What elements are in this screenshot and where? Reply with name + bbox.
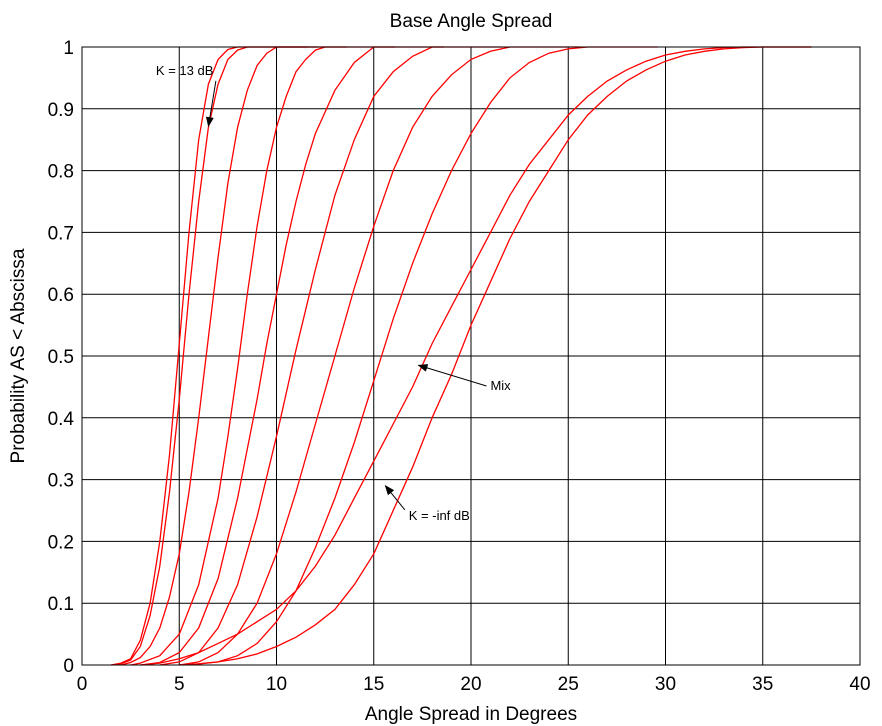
cdf-curve-8: [188, 46, 658, 666]
cdf-curve-9: [140, 46, 812, 666]
y-tick-label: 0: [63, 656, 74, 677]
cdf-curve-1: [111, 46, 308, 666]
y-tick-label: 0.5: [48, 347, 74, 368]
y-tick-label: 0.4: [48, 409, 75, 430]
y-tick-labels: 0 0.1 0.2 0.3 0.4 0.5 0.6 0.7 0.8 0.9 1: [48, 38, 75, 677]
annotation-arrow: [384, 485, 406, 511]
plot-frame: [81, 46, 861, 666]
annotation-arrow: [417, 364, 487, 387]
series-curves: [111, 46, 812, 666]
y-tick-label: 0.3: [48, 471, 74, 492]
x-axis-label: Angle Spread in Degrees: [365, 704, 577, 725]
x-tick-label: 10: [266, 674, 287, 695]
y-tick-label: 0.7: [48, 223, 74, 244]
y-tick-label: 0.6: [48, 285, 74, 306]
cdf-curve-3: [120, 46, 347, 666]
x-tick-label: 40: [849, 674, 870, 695]
annotation-label: Mix: [490, 378, 511, 393]
annotation-label: K = 13 dB: [156, 63, 213, 78]
x-tick-label: 0: [77, 674, 88, 695]
cdf-curve-6: [159, 46, 503, 666]
annotations: K = 13 dB Mix K = -inf dB: [156, 63, 511, 523]
y-tick-label: 1: [63, 38, 74, 59]
y-tick-label: 0.9: [48, 100, 74, 121]
x-tick-label: 25: [558, 674, 579, 695]
x-tick-label: 35: [752, 674, 773, 695]
cdf-curve-2: [111, 46, 318, 666]
cdf-curve-4: [130, 46, 396, 666]
x-tick-labels: 0 5 10 15 20 25 30 35 40: [77, 674, 871, 695]
cdf-curve-10: [179, 46, 812, 666]
x-tick-label: 30: [655, 674, 676, 695]
x-tick-label: 15: [363, 674, 384, 695]
y-tick-label: 0.8: [48, 162, 74, 183]
annotation-arrow: [205, 80, 217, 128]
x-tick-label: 5: [174, 674, 185, 695]
grid: [82, 47, 860, 665]
y-tick-label: 0.2: [48, 532, 74, 553]
y-axis-label: Probability AS < Abscissa: [8, 248, 29, 463]
y-tick-label: 0.1: [48, 594, 74, 615]
x-tick-label: 20: [460, 674, 481, 695]
annotation-label: K = -inf dB: [409, 508, 470, 523]
chart-title: Base Angle Spread: [390, 11, 553, 32]
cdf-curve-5: [140, 46, 444, 666]
